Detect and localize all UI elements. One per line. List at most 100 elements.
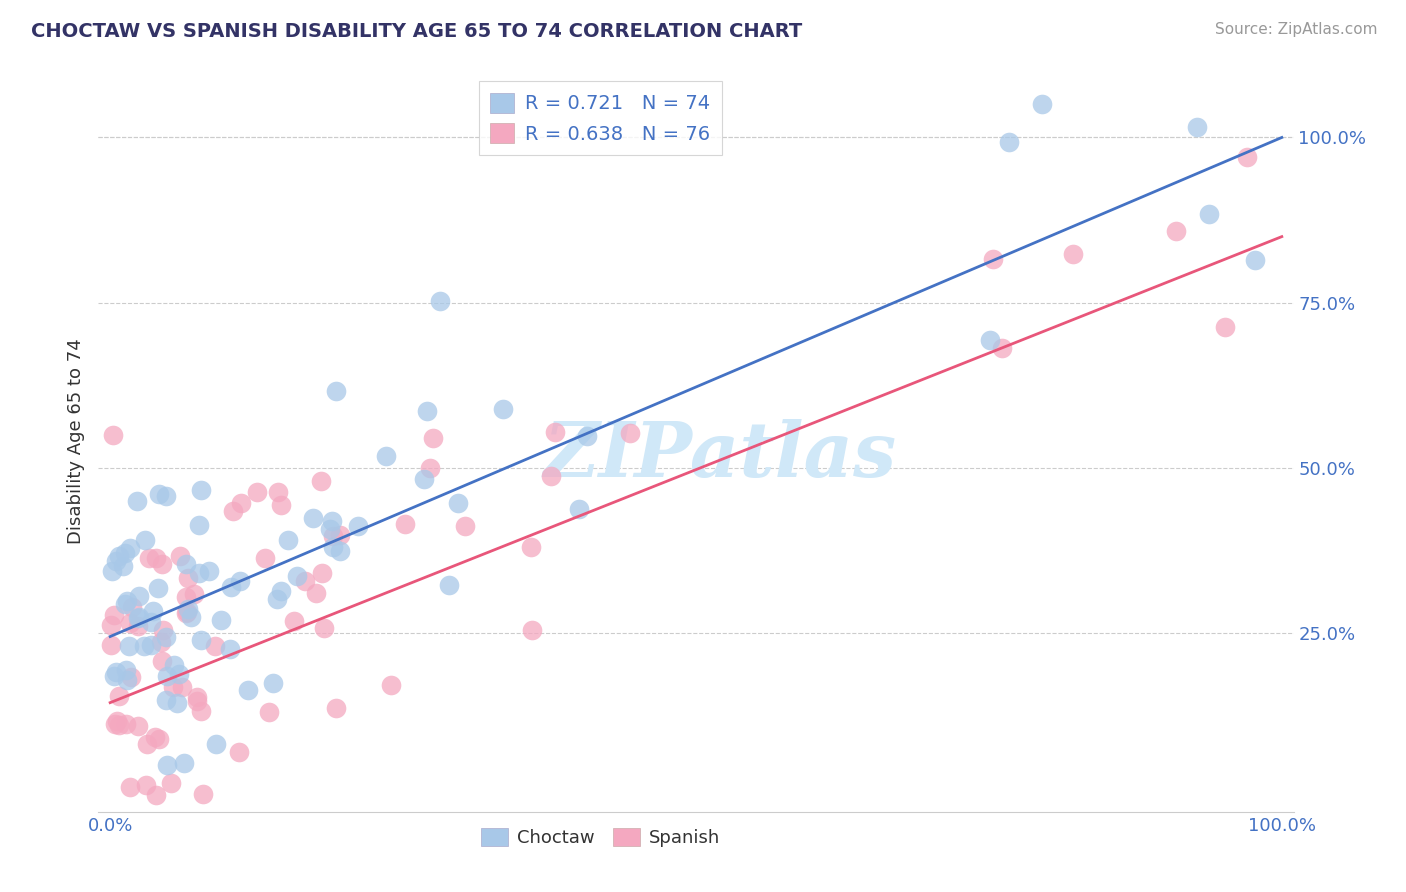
Point <box>105 554 128 568</box>
Point <box>294 574 316 589</box>
Point <box>325 384 347 398</box>
Point <box>197 564 219 578</box>
Point <box>172 680 194 694</box>
Point <box>218 642 240 657</box>
Point <box>246 485 269 500</box>
Point <box>346 519 368 533</box>
Point <box>540 469 562 483</box>
Point <box>283 614 305 628</box>
Point <box>134 639 156 653</box>
Legend: R = 0.721   N = 74, R = 0.638   N = 76: R = 0.721 N = 74, R = 0.638 N = 76 <box>478 81 723 155</box>
Point <box>128 609 150 624</box>
Point <box>1185 120 1208 134</box>
Point <box>127 619 149 633</box>
Point <box>263 676 285 690</box>
Point <box>134 533 156 547</box>
Point <box>174 557 197 571</box>
Point <box>141 638 163 652</box>
Point <box>118 639 141 653</box>
Point <box>108 689 131 703</box>
Point <box>270 498 292 512</box>
Point <box>568 501 591 516</box>
Point <box>447 496 470 510</box>
Point <box>108 549 131 563</box>
Point <box>981 252 1004 267</box>
Point <box>156 669 179 683</box>
Point <box>142 604 165 618</box>
Point <box>134 778 156 792</box>
Point <box>991 341 1014 355</box>
Point <box>127 719 149 733</box>
Point <box>422 431 444 445</box>
Point <box>305 586 328 600</box>
Point <box>205 737 228 751</box>
Point <box>259 705 281 719</box>
Point <box>413 472 436 486</box>
Point <box>186 690 208 704</box>
Point <box>176 571 198 585</box>
Point <box>103 717 125 731</box>
Point <box>177 820 200 834</box>
Point <box>266 485 288 500</box>
Point <box>145 789 167 803</box>
Point <box>120 670 142 684</box>
Point <box>127 611 149 625</box>
Point <box>979 333 1001 347</box>
Point <box>270 584 292 599</box>
Point <box>121 600 143 615</box>
Point <box>492 402 515 417</box>
Point <box>118 780 141 795</box>
Point <box>1213 320 1236 334</box>
Point <box>166 696 188 710</box>
Point <box>419 460 441 475</box>
Point <box>619 425 641 440</box>
Point <box>103 669 125 683</box>
Point <box>209 614 232 628</box>
Text: Source: ZipAtlas.com: Source: ZipAtlas.com <box>1215 22 1378 37</box>
Point <box>544 425 567 439</box>
Point <box>101 564 124 578</box>
Point <box>204 640 226 654</box>
Point <box>163 657 186 672</box>
Point <box>329 528 352 542</box>
Point <box>174 590 197 604</box>
Point <box>190 704 212 718</box>
Point <box>311 566 333 580</box>
Point <box>998 136 1021 150</box>
Point <box>309 474 332 488</box>
Point <box>322 541 344 555</box>
Point <box>159 776 181 790</box>
Point <box>112 558 135 573</box>
Point <box>150 654 173 668</box>
Point <box>325 700 347 714</box>
Text: CHOCTAW VS SPANISH DISABILITY AGE 65 TO 74 CORRELATION CHART: CHOCTAW VS SPANISH DISABILITY AGE 65 TO … <box>31 22 803 41</box>
Point <box>169 549 191 563</box>
Point <box>100 618 122 632</box>
Point <box>190 633 212 648</box>
Point <box>104 665 127 680</box>
Point <box>285 568 308 582</box>
Point <box>152 623 174 637</box>
Point <box>329 544 352 558</box>
Point <box>576 429 599 443</box>
Point <box>143 731 166 745</box>
Point <box>114 597 136 611</box>
Point <box>139 615 162 629</box>
Point <box>321 515 343 529</box>
Point <box>1031 97 1053 112</box>
Point <box>190 483 212 498</box>
Point <box>155 489 177 503</box>
Point <box>186 694 208 708</box>
Point <box>1236 150 1258 164</box>
Point <box>148 581 170 595</box>
Point <box>100 638 122 652</box>
Point <box>127 493 149 508</box>
Point <box>374 450 396 464</box>
Point <box>183 587 205 601</box>
Point <box>236 683 259 698</box>
Point <box>522 623 544 637</box>
Point <box>167 666 190 681</box>
Point <box>150 557 173 571</box>
Point <box>1198 206 1220 220</box>
Point <box>322 529 344 543</box>
